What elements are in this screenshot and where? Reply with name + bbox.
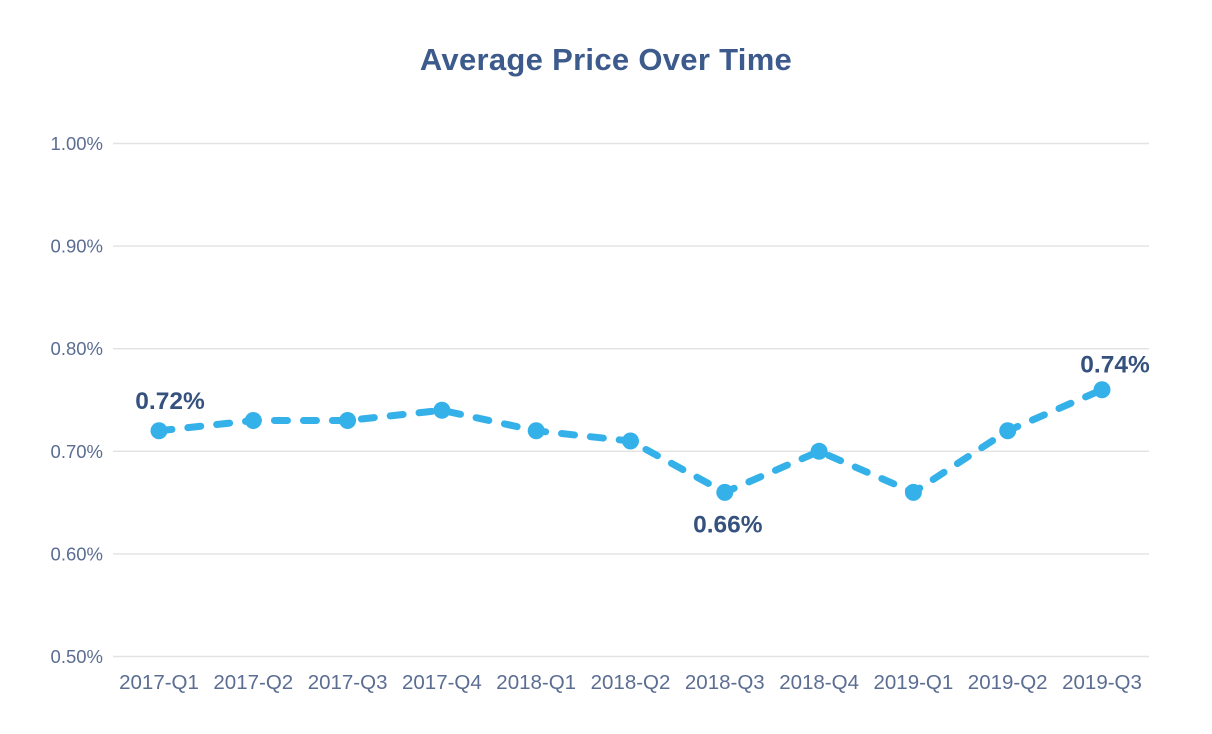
data-point-marker (904, 483, 922, 501)
x-axis-tick-label: 2019-Q1 (874, 671, 954, 694)
x-axis-tick-label: 2018-Q4 (779, 671, 859, 694)
y-axis-tick-label: 0.70% (51, 441, 103, 462)
point-value-label: 0.66% (693, 511, 763, 538)
x-axis-tick-label: 2017-Q3 (308, 671, 388, 694)
chart-title: Average Price Over Time (419, 42, 793, 77)
data-point-marker (716, 483, 734, 501)
point-value-label: 0.74% (1080, 352, 1150, 379)
point-value-label: 0.72% (135, 388, 205, 415)
data-point-marker (433, 401, 451, 419)
x-axis-tick-label: 2018-Q3 (685, 671, 765, 694)
data-point-marker (622, 432, 639, 450)
x-axis-tick-label: 2018-Q2 (591, 671, 671, 694)
y-axis-tick-label: 0.50% (51, 646, 103, 667)
data-point-marker (810, 442, 828, 460)
x-axis-tick-label: 2018-Q1 (496, 671, 576, 694)
data-point-marker (999, 422, 1017, 440)
x-axis-tick-label: 2017-Q1 (119, 671, 199, 694)
y-axis-tick-label: 0.80% (51, 338, 103, 359)
y-axis-tick-label: 1.00% (51, 133, 103, 154)
data-point-marker (527, 422, 545, 440)
x-axis-tick-label: 2019-Q2 (968, 671, 1048, 694)
data-point-marker (1093, 381, 1111, 399)
x-axis-tick-label: 2017-Q4 (402, 671, 482, 694)
data-point-marker (244, 412, 262, 430)
y-axis-tick-label: 0.90% (51, 236, 103, 257)
data-point-marker (339, 412, 357, 430)
x-axis-tick-label: 2019-Q3 (1062, 671, 1142, 694)
y-axis-tick-label: 0.60% (51, 543, 103, 564)
data-point-marker (150, 422, 168, 440)
x-axis-tick-label: 2017-Q2 (213, 671, 293, 694)
